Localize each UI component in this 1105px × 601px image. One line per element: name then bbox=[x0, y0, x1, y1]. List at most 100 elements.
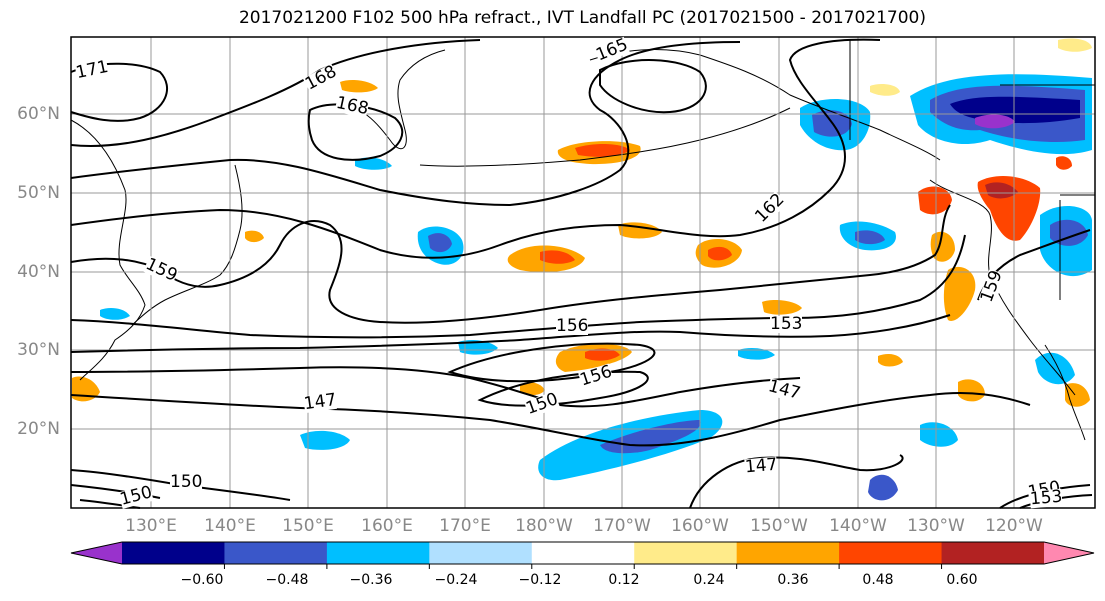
colorbar-tick-label: 0.48 bbox=[862, 572, 894, 588]
lat-label: 20°N bbox=[17, 419, 60, 439]
colorbar-tick-label: 0.24 bbox=[693, 572, 725, 588]
contour-171 bbox=[70, 62, 169, 122]
small-positive-c bbox=[958, 379, 985, 402]
canada-border bbox=[1000, 84, 1095, 196]
lon-label: 120°W bbox=[985, 516, 1043, 536]
aleutian-chain bbox=[419, 107, 791, 167]
colorbar-segment bbox=[941, 542, 1045, 564]
colorbar-tick-label: 0.60 bbox=[946, 572, 978, 588]
colorbar-extend-high bbox=[1044, 542, 1094, 564]
colorbar bbox=[70, 541, 1095, 569]
plot-border bbox=[70, 36, 1096, 509]
south-positive-a-core bbox=[585, 348, 620, 361]
small-negative-b bbox=[738, 347, 775, 360]
lon-label: 140°E bbox=[204, 516, 256, 536]
contour-162 bbox=[70, 38, 881, 259]
contour-label: 156 bbox=[556, 316, 589, 336]
lon-label: 170°E bbox=[439, 516, 491, 536]
japan-coast bbox=[131, 164, 243, 326]
colorbar-outline bbox=[70, 541, 1095, 565]
lat-label: 40°N bbox=[17, 262, 60, 282]
lon-label: 150°E bbox=[282, 516, 334, 536]
small-positive-d bbox=[878, 354, 903, 367]
colorbar-tick-label: −0.48 bbox=[265, 572, 309, 588]
mid-positive-c-core bbox=[708, 246, 732, 261]
south-negative-b bbox=[920, 422, 958, 447]
contour-150 bbox=[70, 366, 801, 408]
contour-156-inner bbox=[447, 342, 656, 383]
height-contours bbox=[70, 38, 1093, 509]
colorbar-segment bbox=[634, 542, 738, 564]
canada-negative-purple bbox=[975, 114, 1015, 129]
kamchatka-coast bbox=[344, 49, 446, 150]
colorbar-segment bbox=[224, 542, 328, 564]
lon-label: 180°W bbox=[515, 516, 573, 536]
contour-147-south bbox=[689, 454, 904, 509]
small-positive-a bbox=[340, 80, 378, 93]
colorbar-tick-label: 0.36 bbox=[777, 572, 809, 588]
colorbar-segment bbox=[122, 542, 225, 564]
small-negative-a bbox=[458, 340, 498, 355]
lon-label: 140°W bbox=[829, 516, 887, 536]
mid-positive-a-core bbox=[540, 250, 575, 264]
bering-positive-core bbox=[575, 144, 630, 157]
lon-label: 130°W bbox=[907, 516, 965, 536]
small-positive-f bbox=[245, 230, 264, 243]
colorbar-segment bbox=[531, 542, 635, 564]
colorbar-segment bbox=[736, 542, 840, 564]
us-border-line bbox=[849, 40, 1061, 300]
coastlines bbox=[70, 40, 1095, 441]
colorbar-tick-label: −0.12 bbox=[518, 572, 562, 588]
colorbar-extend-low bbox=[71, 542, 122, 564]
small-positive-e bbox=[1065, 383, 1090, 407]
contour-168-outer bbox=[70, 39, 481, 147]
contour-156 bbox=[70, 234, 966, 339]
yellow-a bbox=[1058, 38, 1092, 52]
contour-165-loop bbox=[599, 59, 707, 114]
contour-147 bbox=[70, 392, 1031, 447]
colorbar-segment bbox=[429, 542, 533, 564]
contour-label: 147 bbox=[302, 389, 338, 415]
yellow-b bbox=[870, 84, 900, 96]
lon-label: 160°W bbox=[671, 516, 729, 536]
contour-165 bbox=[70, 41, 741, 207]
positive-anomalies bbox=[72, 38, 1092, 407]
east-pacific-negative-core bbox=[855, 230, 885, 245]
colorbar-tick-label: −0.60 bbox=[180, 572, 224, 588]
lat-label: 50°N bbox=[17, 183, 60, 203]
small-negative-c bbox=[355, 157, 392, 170]
south-positive-b bbox=[520, 382, 545, 396]
anomaly-shading bbox=[72, 38, 1092, 501]
coast-positive-b bbox=[943, 266, 976, 321]
lat-label: 60°N bbox=[17, 104, 60, 124]
baja-coast bbox=[1044, 344, 1086, 441]
coast-positive bbox=[930, 231, 955, 262]
contour-label: 153 bbox=[770, 314, 803, 334]
small-positive-b bbox=[762, 300, 802, 315]
small-negative-e bbox=[1035, 352, 1075, 385]
contour-label: 153 bbox=[1029, 486, 1064, 510]
contour-sw-3 bbox=[79, 499, 141, 509]
asia-coast bbox=[70, 119, 146, 381]
colorbar-segment bbox=[839, 542, 943, 564]
contour-153 bbox=[70, 314, 951, 353]
mid-pacific-negative-core bbox=[428, 233, 452, 253]
south-negative-c bbox=[868, 474, 898, 501]
small-negative-d bbox=[100, 308, 130, 320]
lon-label: 150°W bbox=[750, 516, 808, 536]
nw-positive-b-core bbox=[985, 182, 1018, 199]
contour-label: 147 bbox=[744, 454, 779, 478]
lat-label: 30°N bbox=[17, 340, 60, 360]
colorbar-tick-label: −0.24 bbox=[434, 572, 478, 588]
colorbar-tick-label: 0.12 bbox=[608, 572, 640, 588]
south-negative-a bbox=[300, 430, 350, 450]
contour-159 bbox=[70, 204, 951, 324]
contour-label: 150 bbox=[170, 472, 203, 492]
lon-label: 170°W bbox=[593, 516, 651, 536]
lon-label: 160°E bbox=[361, 516, 413, 536]
alaska-coast bbox=[589, 49, 941, 161]
lon-label: 130°E bbox=[125, 516, 177, 536]
chart-title: 2017021200 F102 500 hPa refract., IVT La… bbox=[238, 8, 926, 28]
colorbar-segment bbox=[326, 542, 430, 564]
